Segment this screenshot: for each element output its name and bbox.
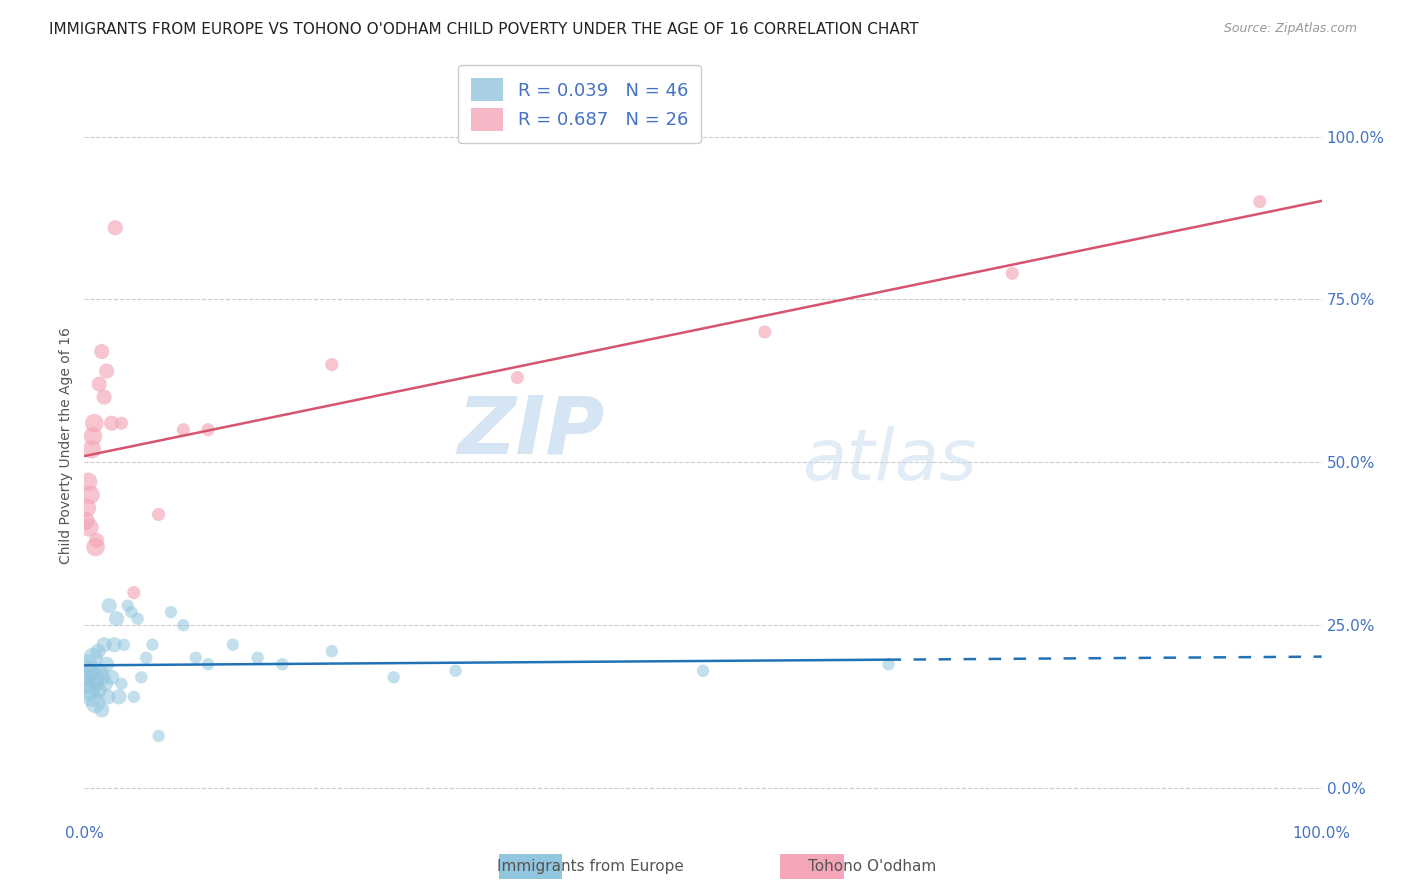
Point [112,638,135,652]
Point [80,442,103,457]
Point [222,638,245,652]
Point [148,508,170,522]
Point [82,650,104,665]
Text: ZIP: ZIP [457,392,605,470]
Point [76,677,98,691]
Point [77,475,100,489]
Point [754,325,776,339]
Point [382,670,405,684]
Point [79,488,101,502]
Point [1001,266,1024,280]
Legend: R = 0.039   N = 46, R = 0.687   N = 26: R = 0.039 N = 46, R = 0.687 N = 26 [458,65,700,144]
Point [93,390,115,404]
Point [91,670,114,684]
Point [103,638,125,652]
Point [104,220,127,235]
Point [94,677,117,691]
Point [96,657,118,672]
Point [89,664,111,678]
Point [120,605,142,619]
Point [110,416,132,430]
Point [90,703,112,717]
Text: Tohono O'odham: Tohono O'odham [807,859,936,873]
Point [97,690,120,704]
Point [160,605,183,619]
Point [122,585,145,599]
Point [86,533,108,548]
Point [83,670,105,684]
Point [141,638,163,652]
Point [105,612,128,626]
Point [96,364,118,378]
Text: Immigrants from Europe: Immigrants from Europe [498,859,683,873]
Point [444,664,467,678]
Point [129,670,152,684]
Point [82,429,104,443]
Point [86,677,108,691]
Point [100,670,122,684]
Point [321,644,343,658]
Point [79,683,101,698]
Point [172,618,194,632]
Point [148,729,170,743]
Point [83,416,105,430]
Point [89,683,111,698]
Point [100,416,122,430]
Point [84,697,107,711]
Point [184,650,207,665]
Point [321,358,343,372]
Point [87,644,110,658]
Point [877,657,900,672]
Point [271,657,294,672]
Point [108,690,131,704]
Point [93,638,115,652]
Point [80,690,103,704]
Point [84,540,107,554]
Text: atlas: atlas [801,426,977,495]
Point [98,599,121,613]
Point [110,677,132,691]
Point [117,599,139,613]
Point [692,664,714,678]
Point [506,370,529,384]
Y-axis label: Child Poverty Under the Age of 16: Child Poverty Under the Age of 16 [59,327,73,565]
Point [197,423,219,437]
Point [75,670,97,684]
Text: IMMIGRANTS FROM EUROPE VS TOHONO O'ODHAM CHILD POVERTY UNDER THE AGE OF 16 CORRE: IMMIGRANTS FROM EUROPE VS TOHONO O'ODHAM… [49,22,920,37]
Point [135,650,157,665]
Point [122,690,145,704]
Point [75,514,97,528]
Point [90,344,112,359]
Point [79,664,101,678]
Point [197,657,219,672]
Point [77,657,100,672]
Point [127,612,149,626]
Point [172,423,194,437]
Point [79,520,101,534]
Text: Source: ZipAtlas.com: Source: ZipAtlas.com [1223,22,1357,36]
Point [1249,194,1271,209]
Point [246,650,269,665]
Point [76,500,98,515]
Point [89,377,111,392]
